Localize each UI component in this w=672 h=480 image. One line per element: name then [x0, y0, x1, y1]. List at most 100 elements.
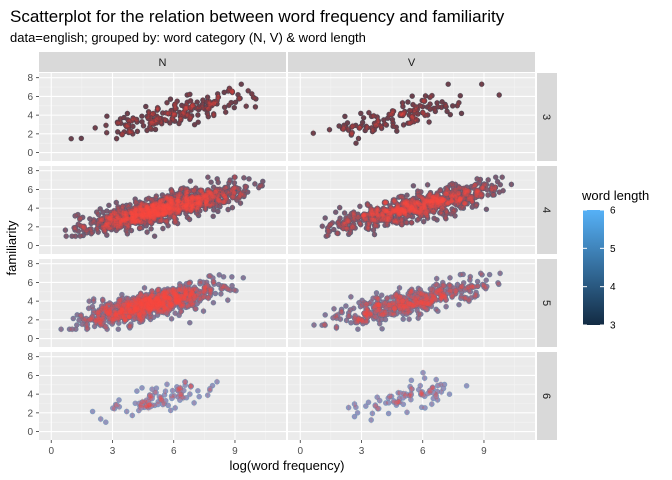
overlay-point — [245, 88, 251, 94]
overlay-point — [223, 186, 228, 191]
row-strip-4 — [537, 166, 557, 254]
overlay-point — [419, 195, 425, 200]
overlay-point — [114, 136, 119, 141]
overlay-point — [80, 215, 85, 220]
overlay-point — [243, 103, 249, 109]
overlay-point — [160, 218, 166, 223]
overlay-point — [404, 220, 410, 225]
overlay-point — [146, 196, 152, 201]
overlay-point — [172, 219, 177, 225]
overlay-point — [340, 225, 345, 231]
overlay-point — [361, 211, 367, 217]
overlay-point — [420, 110, 426, 116]
overlay-point — [357, 204, 363, 209]
overlay-point — [343, 125, 349, 130]
overlay-point — [394, 220, 399, 226]
overlay-point — [188, 178, 193, 184]
overlay-point — [476, 190, 482, 195]
overlay-point — [422, 99, 427, 104]
overlay-point — [390, 120, 396, 126]
overlay-point — [102, 229, 108, 235]
data-point — [252, 104, 259, 110]
overlay-point — [431, 106, 437, 111]
overlay-point — [346, 214, 352, 219]
row-strip-label: 4 — [540, 207, 552, 213]
overlay-point — [405, 99, 411, 105]
data-point — [92, 125, 99, 131]
overlay-point — [418, 209, 423, 214]
overlay-point — [195, 202, 200, 207]
overlay-point — [400, 113, 405, 118]
overlay-point — [361, 115, 366, 121]
overlay-point — [211, 194, 216, 199]
overlay-point — [480, 186, 485, 191]
overlay-point — [160, 110, 165, 116]
overlay-point — [141, 123, 146, 129]
overlay-point — [183, 187, 189, 192]
overlay-point — [244, 184, 249, 190]
overlay-point — [159, 121, 164, 126]
overlay-point — [194, 99, 200, 105]
overlay-point — [132, 196, 138, 202]
overlay-point — [410, 214, 415, 220]
overlay-point — [252, 181, 258, 187]
overlay-point — [409, 220, 414, 225]
overlay-point — [178, 186, 184, 191]
overlay-point — [130, 124, 136, 129]
overlay-point — [151, 214, 156, 219]
row-strip-6 — [537, 352, 557, 440]
overlay-point — [232, 105, 237, 110]
points-N-3 — [68, 81, 259, 142]
overlay-point — [139, 113, 145, 119]
overlay-point — [118, 116, 123, 122]
overlay-point — [88, 226, 94, 232]
overlay-point — [422, 210, 428, 216]
overlay-point — [221, 90, 227, 95]
overlay-point — [434, 100, 440, 106]
overlay-point — [146, 206, 151, 212]
panel-N-5 — [39, 259, 286, 347]
overlay-point — [135, 129, 140, 134]
overlay-point — [175, 193, 181, 199]
overlay-point — [129, 212, 135, 218]
overlay-point — [410, 102, 416, 107]
overlay-point — [241, 175, 247, 181]
overlay-point — [200, 97, 206, 103]
overlay-point — [212, 99, 217, 104]
overlay-point — [455, 103, 460, 108]
overlay-point — [343, 221, 348, 227]
overlay-point — [193, 185, 199, 191]
overlay-point — [382, 223, 388, 228]
overlay-point — [214, 176, 220, 182]
overlay-point — [226, 103, 232, 108]
overlay-point — [445, 185, 451, 190]
overlay-point — [196, 107, 201, 112]
overlay-point — [427, 101, 433, 107]
overlay-point — [395, 213, 401, 218]
overlay-point — [253, 104, 258, 110]
overlay-point — [484, 182, 489, 187]
overlay-point — [394, 205, 400, 211]
overlay-point — [87, 216, 93, 222]
overlay-point — [92, 125, 98, 131]
overlay-point — [431, 216, 437, 221]
overlay-point — [164, 204, 170, 209]
overlay-point — [106, 221, 111, 227]
overlay-point — [434, 197, 440, 202]
overlay-point — [202, 106, 208, 112]
overlay-point — [141, 215, 146, 220]
overlay-point — [425, 112, 431, 118]
overlay-point — [194, 196, 199, 202]
row-strip-5 — [537, 259, 557, 347]
overlay-point — [200, 194, 206, 199]
overlay-point — [172, 215, 177, 221]
overlay-point — [478, 177, 483, 182]
overlay-point — [460, 195, 466, 201]
overlay-point — [394, 128, 400, 134]
overlay-point — [113, 218, 119, 224]
overlay-point — [356, 136, 361, 141]
overlay-point — [415, 107, 420, 112]
data-point — [152, 126, 159, 133]
row-strip-3 — [537, 73, 557, 161]
